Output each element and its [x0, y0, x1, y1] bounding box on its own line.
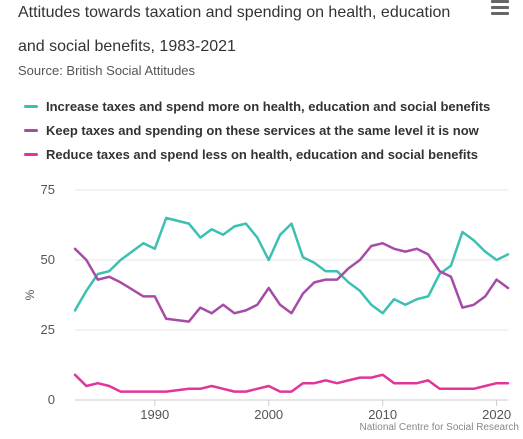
legend-swatch-increase	[24, 104, 38, 108]
x-tick-label: 2020	[482, 407, 511, 422]
x-tick-label: 1990	[140, 407, 169, 422]
menu-bar	[491, 0, 509, 3]
legend-item-increase[interactable]: Increase taxes and spend more on health,…	[24, 94, 490, 118]
hamburger-menu-icon[interactable]	[491, 0, 509, 16]
y-tick-label: 0	[48, 392, 55, 407]
x-tick-label: 2010	[368, 407, 397, 422]
menu-bar	[491, 6, 509, 9]
y-tick-label: 50	[41, 252, 55, 267]
legend-swatch-keep	[24, 128, 38, 132]
legend-swatch-reduce	[24, 152, 38, 156]
y-tick-label: 25	[41, 322, 55, 337]
series-line-reduce	[73, 373, 510, 393]
menu-bar	[491, 12, 509, 15]
series-line-increase	[73, 216, 510, 315]
chart-credit: National Centre for Social Research	[359, 422, 519, 433]
legend-item-reduce[interactable]: Reduce taxes and spend less on health, e…	[24, 142, 490, 166]
legend-label-keep: Keep taxes and spending on these service…	[46, 122, 479, 138]
chart-legend: Increase taxes and spend more on health,…	[24, 94, 490, 166]
y-axis-title: %	[23, 289, 37, 300]
chart-title-line-2: and social benefits, 1983-2021	[18, 38, 236, 55]
chart-subtitle: Source: British Social Attitudes	[18, 63, 196, 78]
legend-label-reduce: Reduce taxes and spend less on health, e…	[46, 146, 479, 162]
chart-title-line-1: Attitudes towards taxation and spending …	[18, 4, 451, 21]
x-tick-label: 2000	[254, 407, 283, 422]
series-line-keep	[73, 241, 510, 323]
legend-label-increase: Increase taxes and spend more on health,…	[46, 98, 491, 114]
legend-item-keep[interactable]: Keep taxes and spending on these service…	[24, 118, 490, 142]
y-tick-label: 75	[41, 182, 55, 197]
